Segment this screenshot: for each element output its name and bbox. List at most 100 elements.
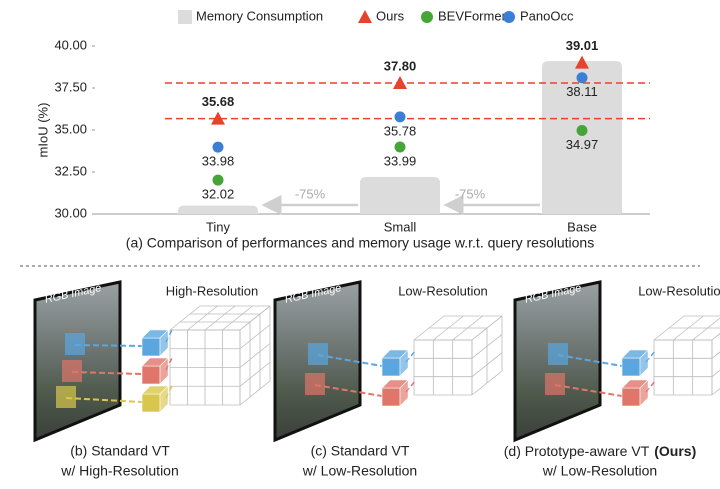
grid-label: High-Resolution [166, 283, 259, 298]
value-label: 39.01 [566, 38, 599, 53]
value-label: 32.02 [202, 187, 235, 202]
caption-a: (a) Comparison of performances and memor… [126, 235, 594, 251]
bar [178, 205, 258, 214]
feature-cube [381, 357, 401, 377]
legend-marker [421, 11, 433, 23]
voxel-line [471, 315, 503, 341]
caption-bold: (Ours) [654, 443, 696, 459]
x-tick-label: Small [384, 219, 417, 234]
legend-label: BEVFormer [438, 8, 507, 23]
sample-region [545, 373, 565, 395]
voxel-line [413, 315, 445, 341]
sample-region [548, 343, 568, 365]
y-tick-label: 40.00 [54, 37, 87, 52]
point-marker [212, 174, 224, 186]
point-marker [212, 141, 224, 153]
voxel-line [692, 317, 720, 341]
feature-cube [159, 329, 169, 357]
feature-cube [141, 337, 161, 357]
y-tick-label: 37.50 [54, 79, 87, 94]
voxel-line [239, 361, 271, 387]
voxel-line [471, 352, 503, 377]
voxel-face [654, 340, 712, 395]
voxel-line [239, 324, 271, 350]
point-marker [576, 72, 588, 84]
grid-label: Low-Resolution [398, 283, 488, 298]
legend-label: PanoOcc [520, 8, 574, 23]
voxel-line [471, 334, 503, 359]
ours-marker [211, 111, 225, 125]
value-label: 33.98 [202, 154, 235, 169]
bar [360, 177, 440, 214]
voxel-line [204, 305, 236, 331]
value-label: 34.97 [566, 137, 599, 152]
voxel-line [711, 369, 720, 377]
x-tick-label: Base [567, 219, 597, 234]
projection-line [317, 354, 383, 367]
caption: (b) Standard VT [70, 443, 170, 459]
point-marker [394, 111, 406, 123]
annotation: -75% [295, 186, 326, 201]
projection-line [554, 384, 623, 397]
sample-region [305, 373, 325, 395]
projection-line [74, 344, 143, 347]
legend-swatch [178, 10, 192, 24]
x-tick-label: Tiny [206, 219, 231, 234]
voxel-line [452, 315, 483, 341]
ours-marker [575, 55, 589, 69]
sample-region [65, 333, 85, 355]
legend-marker [358, 10, 372, 23]
feature-cube [159, 357, 169, 385]
feature-cube [399, 379, 409, 407]
value-label: 35.68 [202, 94, 235, 109]
projection-line [71, 371, 143, 375]
sample-region [308, 343, 328, 365]
voxel-line [239, 305, 271, 331]
voxel-line [433, 315, 464, 341]
voxel-line [222, 305, 253, 331]
projection-line [65, 397, 143, 403]
bar [542, 61, 622, 215]
feature-cube [141, 393, 161, 413]
feature-cube [621, 387, 641, 407]
value-label: 35.78 [384, 123, 417, 138]
voxel-line [711, 333, 720, 341]
value-label: 33.99 [384, 153, 417, 168]
y-tick-label: 30.00 [54, 205, 87, 220]
panel: RGB Image Low-Resolution(d) Prototype-awa… [504, 280, 720, 479]
panel: RGB Image Low-Resolution(c) Standard VTw/… [273, 280, 503, 479]
caption: (c) Standard VT [311, 443, 410, 459]
voxel-line [169, 305, 201, 331]
y-tick-label: 35.00 [54, 121, 87, 136]
grid-label: Low-Resolution [638, 283, 720, 298]
voxel-line [471, 370, 503, 396]
voxel-line [239, 343, 271, 368]
caption: w/ Low-Resolution [542, 463, 657, 479]
legend-marker [503, 11, 515, 23]
legend-label: Memory Consumption [196, 8, 323, 23]
point-marker [394, 141, 406, 153]
voxel-face [414, 340, 472, 395]
ours-marker [393, 75, 407, 89]
legend-label: Ours [376, 8, 405, 23]
projection-line [314, 384, 383, 397]
caption: w/ Low-Resolution [302, 463, 417, 479]
feature-cube [399, 349, 409, 377]
voxel-line [653, 315, 685, 341]
voxel-line [711, 388, 720, 396]
feature-cube [381, 387, 401, 407]
feature-cube [639, 349, 649, 377]
voxel-line [673, 315, 704, 341]
y-axis-label: mIoU (%) [35, 103, 50, 158]
value-label: 38.11 [566, 84, 598, 99]
caption: (d) Prototype-aware VT (Ours) [504, 443, 697, 459]
sample-region [56, 386, 76, 408]
feature-cube [639, 379, 649, 407]
sample-region [62, 360, 82, 382]
panel: RGB Image High-Resolution(b) Standard VTw… [33, 280, 271, 479]
y-tick-label: 32.50 [54, 163, 87, 178]
caption: w/ High-Resolution [60, 463, 179, 479]
caption-text: (d) Prototype-aware VT [504, 443, 650, 459]
voxel-line [187, 305, 218, 331]
